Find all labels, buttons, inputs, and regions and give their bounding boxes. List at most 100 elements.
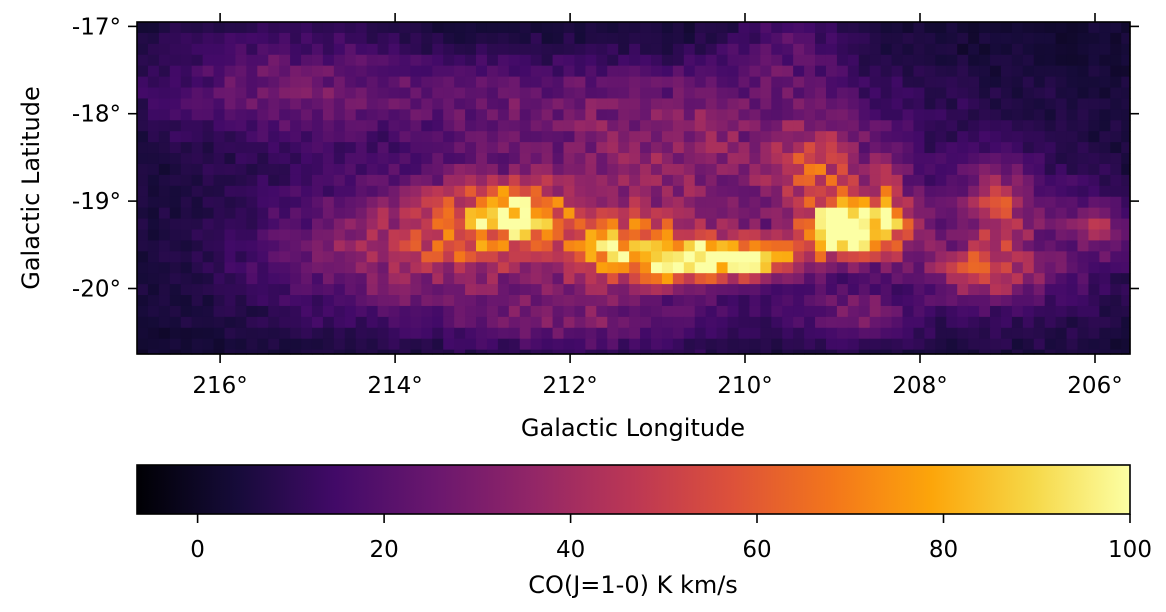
heatmap-cell [268,229,280,242]
heatmap-cell [410,185,422,198]
heatmap-cell [333,54,346,67]
heatmap-cell [191,174,204,187]
heatmap-cell [454,349,466,355]
heatmap-cell [760,174,772,187]
heatmap-cell [596,109,608,121]
heatmap-cell [782,284,794,296]
heatmap-cell [202,295,215,307]
heatmap-cell [202,207,215,220]
heatmap-cell [399,338,412,351]
heatmap-cell [388,316,401,329]
heatmap-cell [1121,273,1131,285]
heatmap-cell [147,284,160,296]
heatmap-cell [869,240,882,252]
heatmap-cell [443,240,455,252]
heatmap-cell [213,305,226,318]
heatmap-cell [180,22,193,34]
heatmap-cell [661,185,674,198]
heatmap-cell [815,54,827,67]
heatmap-cell [344,65,357,78]
heatmap-cell [279,131,291,143]
heatmap-cell [869,349,882,355]
heatmap-cell [1055,131,1068,143]
heatmap-cell [465,327,477,340]
heatmap-cell [224,54,237,67]
heatmap-cell [902,251,915,263]
heatmap-cell [793,174,805,187]
heatmap-cell [476,87,488,100]
heatmap-cell [213,163,226,176]
heatmap-cell [672,229,685,242]
heatmap-cell [344,273,357,285]
heatmap-cell [672,163,685,176]
heatmap-cell [158,305,171,318]
heatmap-cell [213,316,226,329]
heatmap-cell [443,131,455,143]
heatmap-cell [804,32,816,45]
heatmap-cell [432,327,444,340]
heatmap-cell [519,316,532,329]
heatmap-cell [804,163,816,176]
heatmap-cell [158,338,171,351]
heatmap-cell [465,131,477,143]
heatmap-cell [1121,262,1131,274]
heatmap-cell [574,32,586,45]
heatmap-cell [180,295,193,307]
heatmap-cell [508,98,521,110]
heatmap-cell [1066,131,1079,143]
heatmap-cell [661,251,674,263]
heatmap-cell [410,54,422,67]
heatmap-cell [661,54,674,67]
heatmap-cell [158,87,171,100]
heatmap-cell [377,316,390,329]
heatmap-cell [1077,207,1090,220]
heatmap-cell [497,338,510,351]
heatmap-cell [661,305,674,318]
heatmap-cell [377,262,390,274]
heatmap-cell [191,338,204,351]
heatmap-cell [1000,32,1013,45]
heatmap-cell [519,163,532,176]
heatmap-cell [957,240,969,252]
heatmap-cell [476,240,488,252]
heatmap-cell [290,65,302,78]
heatmap-cell [147,109,160,121]
heatmap-cell [377,87,390,100]
heatmap-cell [1066,163,1079,176]
heatmap-cell [530,43,543,56]
heatmap-cell [257,273,269,285]
heatmap-cell [180,338,193,351]
heatmap-cell [213,32,226,45]
heatmap-cell [727,229,740,242]
heatmap-cell [454,120,466,132]
heatmap-cell [847,207,860,220]
heatmap-cell [508,65,521,78]
heatmap-cell [651,229,663,242]
heatmap-cell [224,76,237,89]
heatmap-cell [738,174,751,187]
heatmap-cell [891,273,904,285]
heatmap-cell [410,316,422,329]
heatmap-cell [235,196,247,209]
heatmap-cell [137,120,149,132]
heatmap-cell [1055,43,1068,56]
heatmap-cell [990,284,1002,296]
heatmap-cell [268,284,280,296]
heatmap-cell [399,109,412,121]
heatmap-cell [465,229,477,242]
heatmap-cell [290,316,302,329]
heatmap-cell [344,109,357,121]
heatmap-cell [869,196,882,209]
heatmap-cell [1088,65,1100,78]
heatmap-cell [519,273,532,285]
heatmap-cell [891,32,904,45]
heatmap-cell [891,295,904,307]
heatmap-cell [771,98,783,110]
heatmap-cell [147,295,160,307]
heatmap-cell [968,316,980,329]
heatmap-cell [541,295,554,307]
heatmap-cell [1022,32,1035,45]
heatmap-cell [202,109,215,121]
heatmap-cell [1000,87,1013,100]
heatmap-cell [147,163,160,176]
